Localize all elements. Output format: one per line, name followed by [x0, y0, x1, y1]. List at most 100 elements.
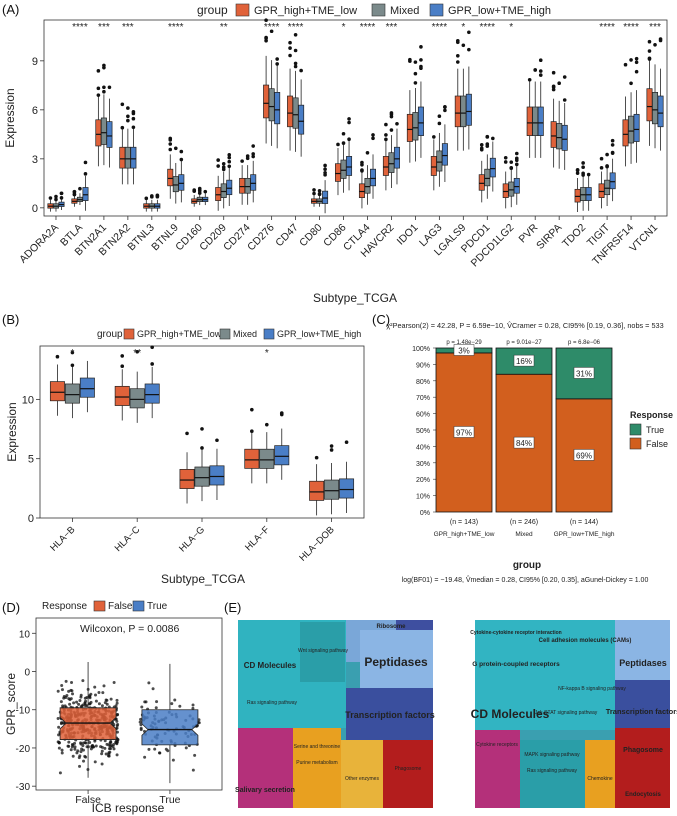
data-point	[60, 688, 64, 692]
treemap-right-mapk: MAPK signaling pathway	[524, 752, 580, 758]
data-point	[88, 702, 92, 706]
data-point	[143, 755, 147, 759]
box-body	[274, 445, 290, 466]
box	[244, 407, 260, 484]
y-axis-title-a: Expression	[3, 88, 17, 147]
outlier-point	[240, 159, 244, 163]
box-body	[95, 119, 102, 147]
box-body	[412, 112, 419, 141]
significance-label: **	[220, 22, 228, 33]
significance-label: ***	[98, 22, 110, 33]
data-label-false: 97%	[453, 426, 475, 438]
box	[114, 354, 130, 421]
outlier-point	[371, 133, 375, 137]
treemap-left-tf: Transcription factors	[345, 710, 435, 720]
outlier-point	[126, 118, 130, 123]
outlier-point	[479, 146, 484, 151]
box	[537, 58, 544, 158]
box-body	[489, 157, 496, 178]
outlier-point	[120, 102, 125, 107]
legend-title-c: Response	[630, 410, 673, 420]
data-point	[57, 746, 61, 750]
box	[311, 188, 318, 207]
box	[64, 350, 80, 419]
box	[609, 138, 616, 202]
box	[215, 158, 222, 211]
legend-label-true: True	[646, 425, 664, 435]
panel-c: χ²Pearson(2) = 42.28, P = 6.59e−10, V̂Cr…	[386, 321, 673, 584]
data-point	[184, 746, 188, 750]
box	[633, 56, 640, 163]
outlier-point	[197, 186, 202, 191]
box-body	[406, 113, 413, 142]
box-body	[441, 143, 448, 166]
outlier-point	[279, 411, 284, 415]
outlier-point	[288, 53, 292, 58]
outlier-point	[653, 42, 657, 47]
box-body	[263, 84, 270, 119]
treemap-left-wnt-cell	[300, 622, 345, 682]
box-body	[106, 121, 113, 148]
legend-item-low: GPR_low+TME_high	[429, 3, 551, 17]
y-tick-label: 0%	[420, 510, 430, 517]
box	[259, 422, 275, 484]
box-body	[226, 179, 233, 196]
box-body	[322, 190, 329, 204]
box-body	[64, 383, 80, 404]
data-point	[75, 751, 79, 755]
x-axis-title-b: Subtype_TCGA	[161, 572, 245, 586]
treemap-right-tf-cell	[615, 680, 670, 728]
data-point	[115, 701, 119, 705]
panel-label-d: (D)	[2, 600, 20, 615]
outlier-point	[623, 62, 628, 67]
x-tick-label: GPR_high+TME_low	[434, 531, 495, 538]
box	[339, 440, 355, 514]
box-body	[622, 119, 629, 147]
box	[250, 144, 257, 203]
legend-label-d-false: False	[108, 601, 133, 612]
box-body	[346, 156, 353, 176]
boxes-d	[59, 661, 199, 784]
outlier-point	[251, 144, 256, 148]
data-point	[158, 751, 162, 755]
box-body	[178, 174, 185, 191]
outlier-point	[227, 155, 232, 160]
legend-swatch-false	[629, 437, 642, 450]
data-point	[97, 691, 101, 695]
significance-label: ****	[288, 22, 304, 33]
box	[316, 188, 323, 207]
outlier-point	[610, 143, 615, 147]
outlier-point	[527, 77, 532, 82]
significance-label: ****	[72, 22, 88, 33]
treemap-left-cd: CD Molecules	[244, 661, 297, 670]
outlier-point	[107, 85, 112, 90]
x-tick-label: CD276	[245, 222, 277, 254]
data-point	[151, 687, 155, 691]
box	[358, 160, 365, 209]
box-true	[141, 663, 199, 784]
box-body	[454, 95, 461, 128]
data-point	[88, 740, 92, 744]
outlier-point	[629, 81, 633, 86]
y-tick-label-3: 9	[32, 56, 38, 68]
significance-label: ****	[623, 22, 639, 33]
treemap-right-teal	[520, 740, 585, 808]
data-point	[154, 706, 158, 710]
outlier-point	[48, 196, 53, 200]
outlier-point	[408, 57, 412, 62]
box-body	[129, 388, 145, 409]
significance-label: *	[265, 348, 269, 359]
box	[79, 360, 95, 413]
box	[196, 186, 203, 206]
treemap-left-ribosome-cell	[396, 620, 433, 630]
box	[220, 161, 227, 209]
y-tick-label: 10%	[416, 494, 430, 501]
outlier-point	[443, 108, 447, 113]
n-label: (n = 144)	[570, 519, 598, 526]
y-tick-label-2: 10	[22, 394, 34, 406]
data-point	[93, 685, 97, 689]
data-point	[80, 747, 84, 751]
data-point	[79, 693, 83, 697]
outlier-point	[168, 147, 173, 152]
y-tick-label: 80%	[416, 379, 430, 386]
